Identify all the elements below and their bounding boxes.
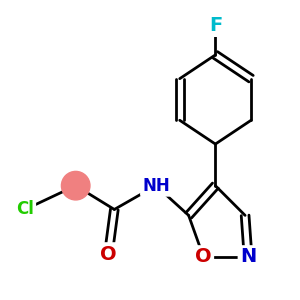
Text: NH: NH — [142, 177, 170, 195]
Text: Cl: Cl — [16, 200, 34, 218]
Text: N: N — [240, 248, 256, 266]
Circle shape — [61, 171, 90, 200]
Text: F: F — [209, 16, 222, 35]
Text: O: O — [195, 248, 212, 266]
Text: O: O — [100, 244, 117, 263]
